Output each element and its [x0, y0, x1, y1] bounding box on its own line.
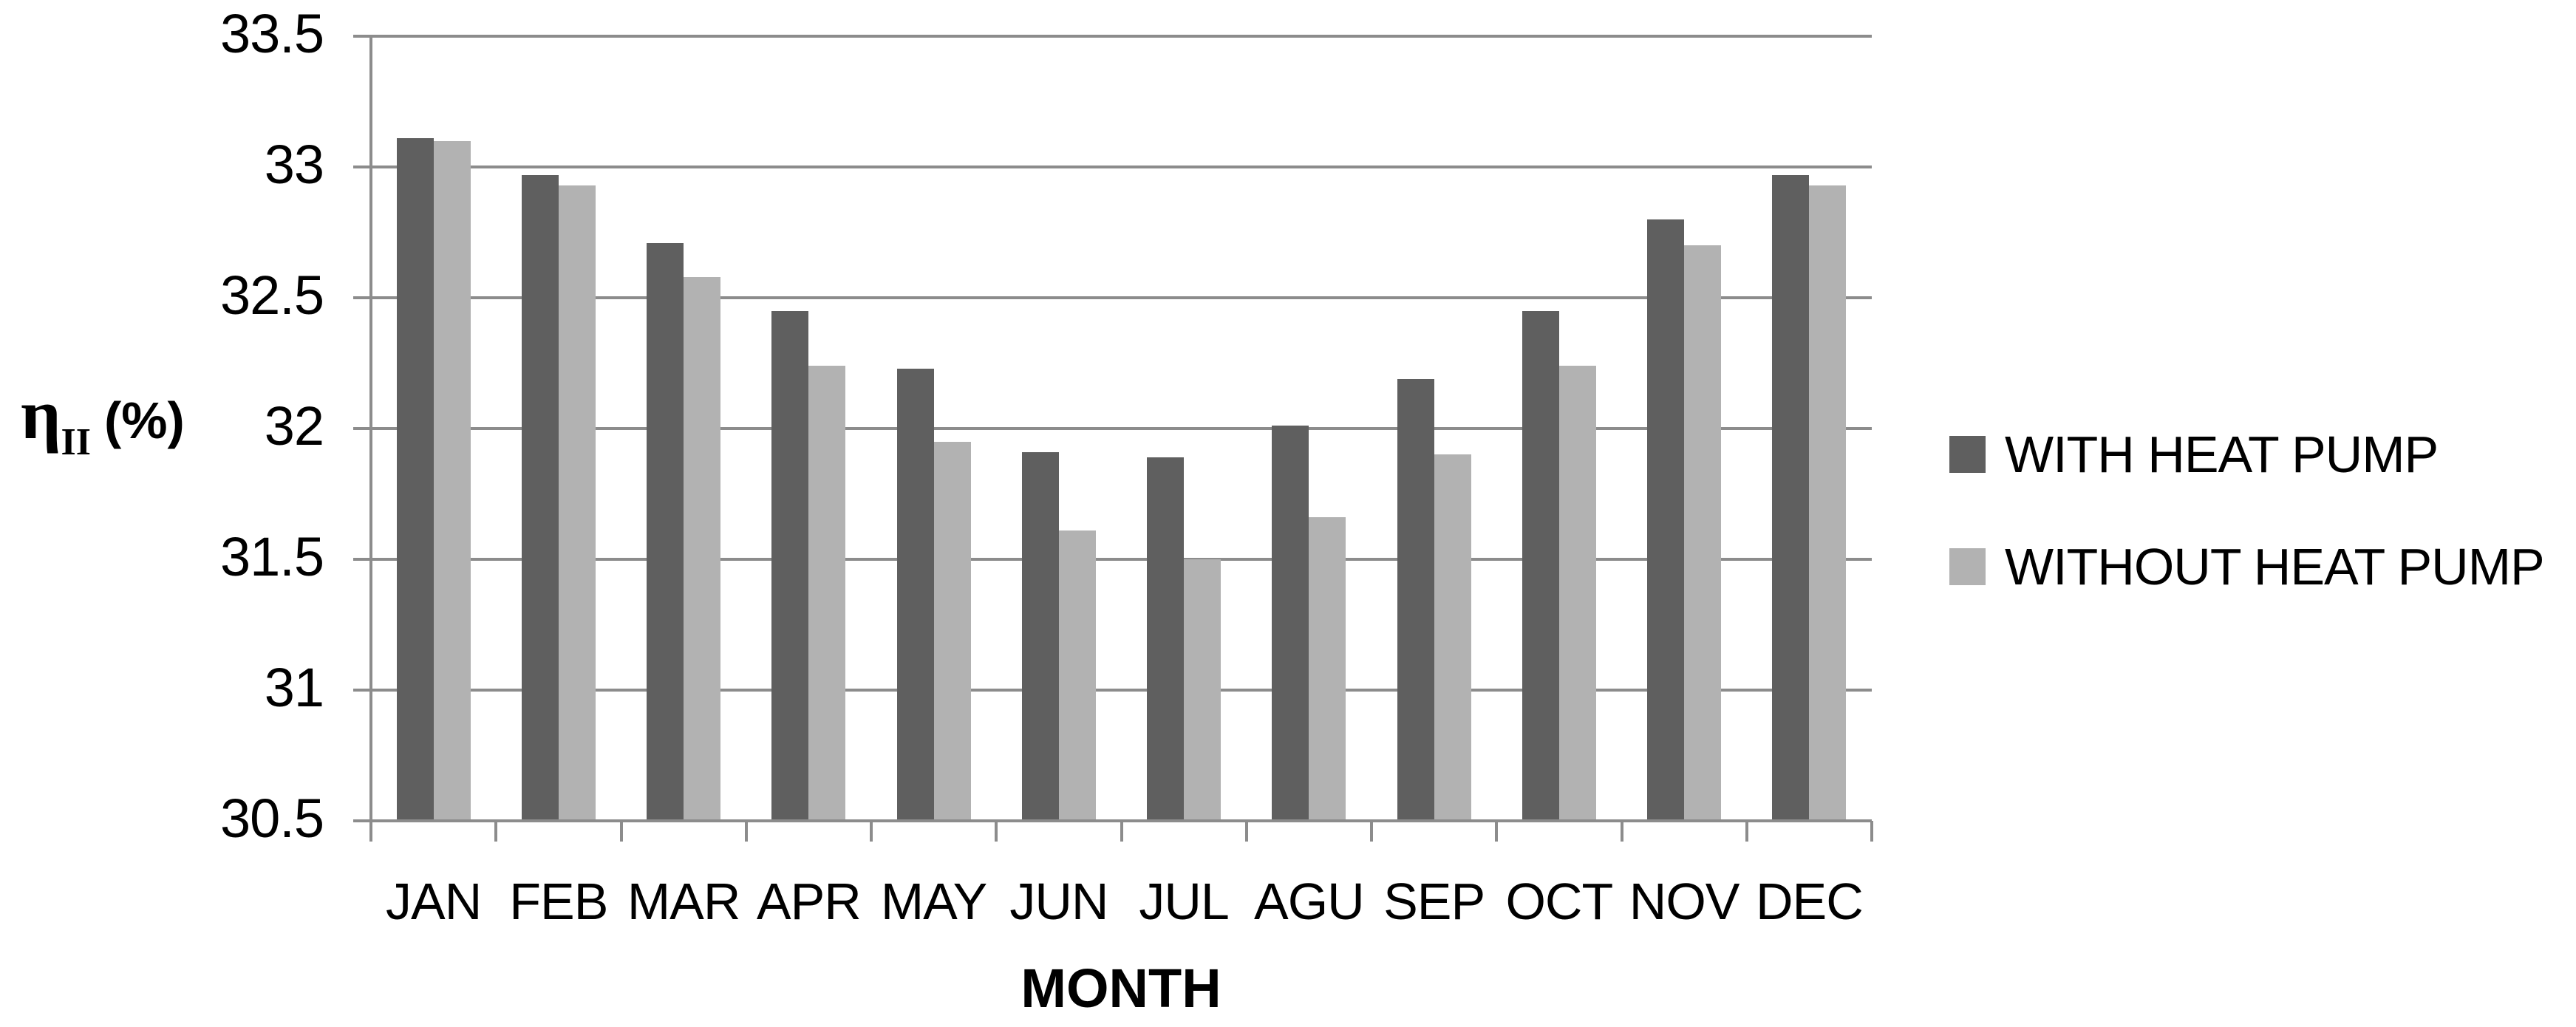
bar-oct-with-heat-pump	[1522, 310, 1559, 821]
gridline	[371, 166, 1872, 168]
x-tick	[995, 821, 998, 842]
gridline	[371, 296, 1872, 299]
bar-nov-with-heat-pump	[1647, 219, 1685, 821]
x-tick-label-may: MAY	[880, 873, 988, 930]
y-tick-label: 32	[264, 395, 324, 457]
y-tick-label: 33.5	[219, 3, 324, 65]
y-tick	[353, 166, 386, 168]
x-tick	[1620, 821, 1623, 842]
gridline	[371, 689, 1872, 692]
bar-may-with-heat-pump	[896, 368, 934, 821]
y-axis-unit: (%)	[104, 392, 185, 449]
x-tick-label-apr: APR	[756, 873, 862, 930]
y-tick-label: 32.5	[219, 265, 324, 327]
bar-sep-with-heat-pump	[1397, 378, 1434, 821]
x-tick	[1745, 821, 1748, 842]
bar-dec-with-heat-pump	[1772, 174, 1810, 821]
bar-dec-without-heat-pump	[1809, 185, 1847, 821]
y-tick	[353, 296, 386, 299]
y-axis-line	[369, 36, 372, 842]
bar-agu-with-heat-pump	[1272, 426, 1309, 821]
y-tick	[353, 689, 386, 692]
x-tick	[1495, 821, 1499, 842]
y-tick-label: 30.5	[219, 788, 324, 850]
x-tick	[494, 821, 498, 842]
bar-jul-with-heat-pump	[1147, 457, 1185, 821]
bar-feb-without-heat-pump	[558, 185, 596, 821]
legend-swatch-with-heat-pump	[1949, 436, 1986, 473]
bar-may-without-heat-pump	[933, 441, 971, 821]
bar-apr-without-heat-pump	[808, 366, 846, 821]
x-tick-label-jul: JUL	[1139, 873, 1229, 930]
x-tick	[1244, 821, 1248, 842]
x-tick	[1120, 821, 1123, 842]
gridline	[371, 427, 1872, 430]
legend-swatch-without-heat-pump	[1949, 548, 1986, 585]
bar-oct-without-heat-pump	[1558, 366, 1596, 821]
x-axis-line	[353, 819, 1872, 822]
bar-jan-with-heat-pump	[396, 138, 434, 821]
y-tick-label: 33	[264, 134, 324, 196]
y-axis-title: ηII (%)	[21, 373, 185, 464]
legend-label-without-heat-pump: WITHOUT HEAT PUMP	[2005, 538, 2545, 596]
legend-item-without-heat-pump: WITHOUT HEAT PUMP	[1949, 537, 2545, 596]
x-tick-label-jan: JAN	[386, 873, 482, 930]
y-tick	[353, 35, 386, 38]
y-tick-label: 31.5	[219, 526, 324, 588]
x-tick-label-jun: JUN	[1009, 873, 1108, 930]
gridline	[371, 35, 1872, 38]
y-axis-subscript: II	[61, 421, 91, 463]
bar-apr-with-heat-pump	[771, 310, 809, 821]
legend-item-with-heat-pump: WITH HEAT PUMP	[1949, 425, 2439, 484]
x-tick	[744, 821, 748, 842]
bar-feb-with-heat-pump	[521, 174, 559, 821]
x-tick-label-agu: AGU	[1254, 873, 1365, 930]
bar-agu-without-heat-pump	[1309, 517, 1346, 821]
x-tick	[369, 821, 372, 842]
y-tick	[353, 427, 386, 430]
bar-mar-with-heat-pump	[647, 242, 684, 821]
bar-jun-with-heat-pump	[1021, 451, 1059, 821]
x-tick-label-sep: SEP	[1383, 873, 1485, 930]
bar-mar-without-heat-pump	[684, 276, 721, 821]
legend-label-with-heat-pump: WITH HEAT PUMP	[2005, 426, 2439, 483]
y-axis-symbol: η	[21, 375, 61, 454]
bar-jul-without-heat-pump	[1184, 559, 1221, 821]
x-tick	[1870, 821, 1873, 842]
x-tick-label-nov: NOV	[1629, 873, 1740, 930]
x-tick-label-feb: FEB	[509, 873, 608, 930]
bar-sep-without-heat-pump	[1434, 454, 1471, 821]
x-tick-label-mar: MAR	[627, 873, 741, 930]
y-tick-label: 31	[264, 657, 324, 719]
x-tick	[1370, 821, 1373, 842]
x-tick-label-dec: DEC	[1755, 873, 1864, 930]
x-tick-label-oct: OCT	[1505, 873, 1613, 930]
bar-jun-without-heat-pump	[1058, 530, 1096, 821]
x-axis-title: MONTH	[1020, 958, 1221, 1019]
bar-jan-without-heat-pump	[433, 140, 471, 821]
bar-nov-without-heat-pump	[1684, 245, 1722, 821]
y-tick	[353, 558, 386, 561]
x-tick	[870, 821, 873, 842]
x-tick	[619, 821, 623, 842]
gridline	[371, 558, 1872, 561]
